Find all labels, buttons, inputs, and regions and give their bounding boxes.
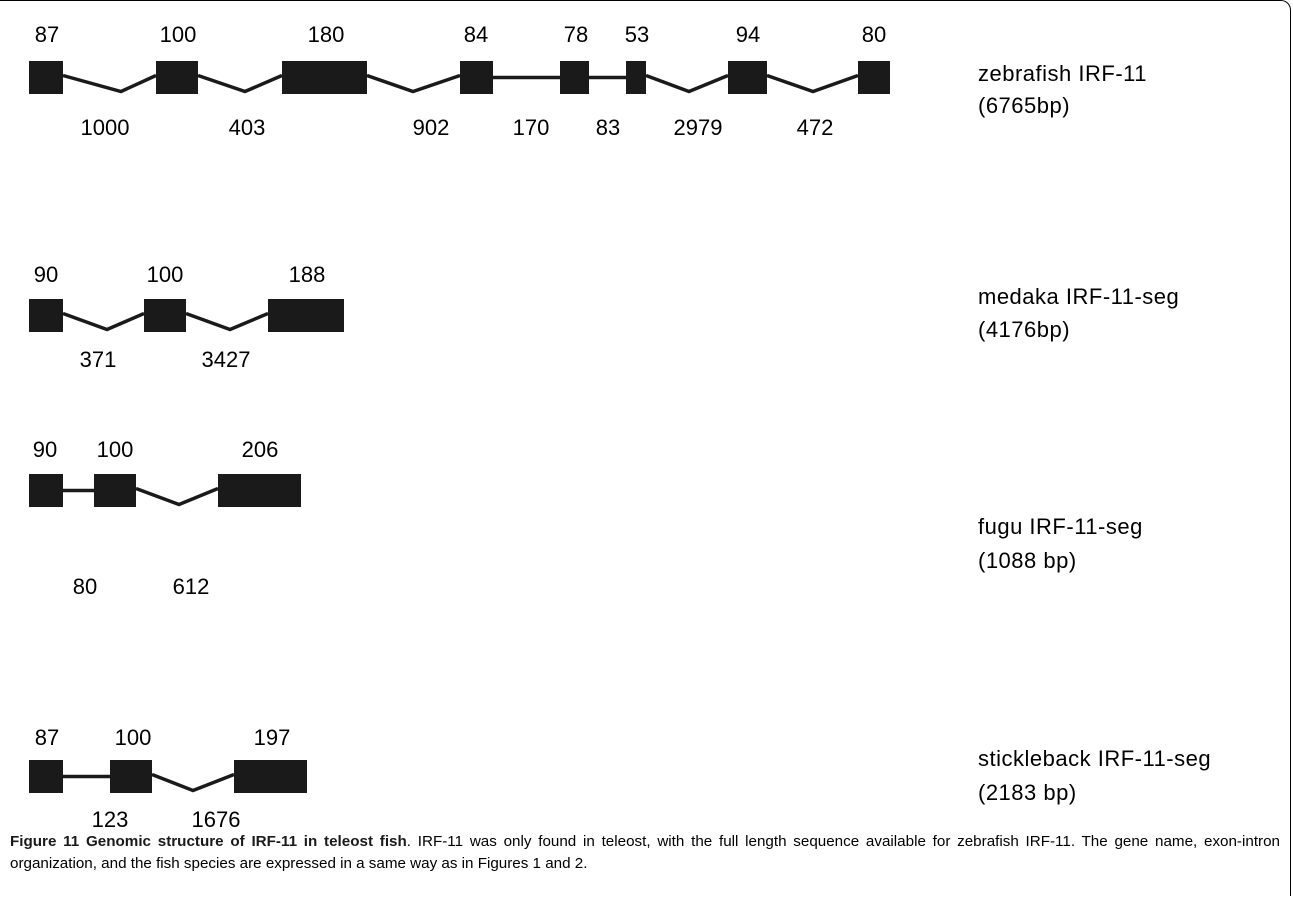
gene-name-label: stickleback IRF-11-seg bbox=[978, 746, 1211, 771]
exon-box bbox=[218, 474, 301, 507]
gene-name-label: medaka IRF-11-seg bbox=[978, 284, 1179, 309]
exon-length-label: 100 bbox=[160, 22, 197, 47]
intron-length-label: 612 bbox=[173, 574, 210, 599]
gene-structure-diagram: 87 100 180 84 78 53 94 80 1000 403 902 170 83 2979 472… bbox=[0, 0, 1293, 830]
exon-box bbox=[282, 61, 367, 94]
intron-length-label: 1000 bbox=[81, 115, 130, 140]
exon-box bbox=[268, 299, 344, 332]
intron-length-label: 371 bbox=[80, 347, 117, 372]
gene-total-length-label: (4176bp) bbox=[978, 317, 1070, 342]
intron-length-label: 1676 bbox=[192, 807, 241, 830]
caption-title: Figure 11 Genomic structure of IRF-11 in… bbox=[10, 833, 407, 850]
exon-box bbox=[858, 61, 890, 94]
exon-length-label: 100 bbox=[147, 262, 184, 287]
figure-caption: Figure 11 Genomic structure of IRF-11 in… bbox=[10, 831, 1280, 875]
intron-length-label: 472 bbox=[797, 115, 834, 140]
exon-length-label: 90 bbox=[33, 437, 57, 462]
exon-box bbox=[460, 61, 493, 94]
intron-line bbox=[198, 76, 282, 92]
exon-length-label: 100 bbox=[115, 725, 152, 750]
gene-total-length-label: (6765bp) bbox=[978, 93, 1070, 118]
intron-length-label: 123 bbox=[92, 807, 129, 830]
exon-box bbox=[110, 760, 152, 793]
exon-box bbox=[156, 61, 198, 94]
exon-box bbox=[29, 474, 63, 507]
intron-length-label: 902 bbox=[413, 115, 450, 140]
intron-line bbox=[186, 314, 268, 330]
exon-length-label: 78 bbox=[564, 22, 588, 47]
intron-line bbox=[136, 489, 218, 505]
intron-line bbox=[367, 76, 460, 92]
intron-length-label: 3427 bbox=[202, 347, 251, 372]
intron-length-label: 2979 bbox=[674, 115, 723, 140]
exon-box bbox=[29, 760, 63, 793]
intron-line bbox=[63, 314, 144, 330]
gene-name-label: zebrafish IRF-11 bbox=[978, 61, 1147, 86]
exon-box bbox=[560, 61, 589, 94]
exon-box bbox=[234, 760, 307, 793]
exon-box bbox=[626, 61, 646, 94]
intron-line bbox=[767, 76, 858, 92]
exon-length-label: 87 bbox=[35, 22, 59, 47]
exon-length-label: 197 bbox=[254, 725, 291, 750]
exon-length-label: 90 bbox=[34, 262, 58, 287]
exon-box bbox=[94, 474, 136, 507]
exon-length-label: 100 bbox=[97, 437, 134, 462]
intron-length-label: 80 bbox=[73, 574, 97, 599]
intron-length-label: 83 bbox=[596, 115, 620, 140]
exon-length-label: 94 bbox=[736, 22, 760, 47]
exon-box bbox=[29, 299, 63, 332]
gene-total-length-label: (1088 bp) bbox=[978, 548, 1077, 573]
exon-length-label: 206 bbox=[242, 437, 279, 462]
intron-line bbox=[152, 775, 234, 791]
gene-name-label: fugu IRF-11-seg bbox=[978, 514, 1143, 539]
exon-length-label: 188 bbox=[289, 262, 326, 287]
exon-box bbox=[144, 299, 186, 332]
exon-length-label: 80 bbox=[862, 22, 886, 47]
intron-length-label: 403 bbox=[229, 115, 266, 140]
intron-length-label: 170 bbox=[513, 115, 550, 140]
exon-length-label: 180 bbox=[308, 22, 345, 47]
intron-line bbox=[63, 76, 156, 92]
exon-box bbox=[29, 61, 63, 94]
intron-line bbox=[646, 76, 728, 92]
exon-length-label: 87 bbox=[35, 725, 59, 750]
exon-length-label: 84 bbox=[464, 22, 488, 47]
exon-length-label: 53 bbox=[625, 22, 649, 47]
gene-total-length-label: (2183 bp) bbox=[978, 780, 1077, 805]
exon-box bbox=[728, 61, 767, 94]
